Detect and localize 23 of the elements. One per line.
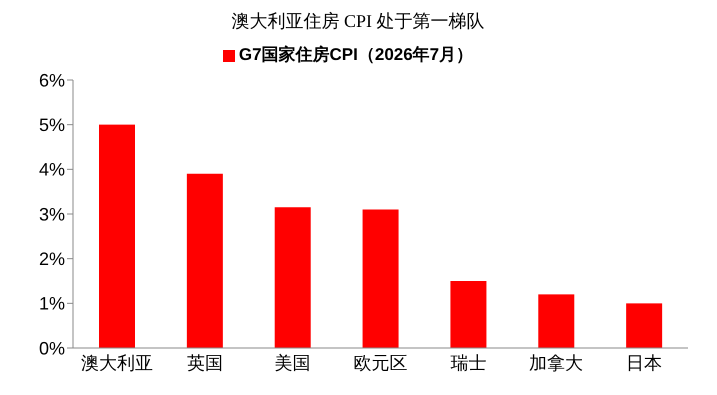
y-tick-label: 2% <box>38 249 65 270</box>
x-tick-label: 英国 <box>186 352 223 373</box>
x-tick-label: 日本 <box>626 352 662 373</box>
bar <box>274 207 311 348</box>
bar <box>626 303 662 348</box>
chart-title: 澳大利亚住房 CPI 处于第一梯队 <box>230 10 486 33</box>
x-tick-label: 加拿大 <box>529 352 584 373</box>
x-tick-label: 美国 <box>274 352 311 373</box>
bar <box>450 281 486 348</box>
legend-label: G7国家住房CPI（2026年7月） <box>238 45 474 64</box>
y-tick-label: 5% <box>38 115 65 136</box>
bar <box>538 294 574 348</box>
y-tick-label: 4% <box>38 160 65 180</box>
y-tick-label: 1% <box>38 294 65 314</box>
bar <box>99 124 135 348</box>
x-tick-label: 澳大利亚 <box>80 352 153 373</box>
x-tick-label: 欧元区 <box>354 352 408 373</box>
x-tick-label: 瑞士 <box>450 352 486 373</box>
bar <box>186 174 223 348</box>
y-tick-label: 6% <box>38 70 65 90</box>
y-tick-label: 3% <box>38 204 65 224</box>
bar <box>362 210 399 348</box>
y-tick-label: 0% <box>38 338 65 358</box>
